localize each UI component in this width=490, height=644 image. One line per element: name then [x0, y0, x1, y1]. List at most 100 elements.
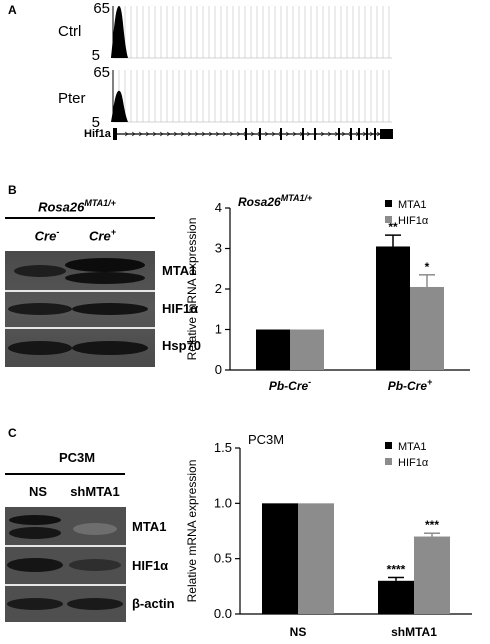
legend-label: HIF1α — [398, 457, 429, 469]
blot-b-lane-1: Cre- — [34, 227, 60, 244]
significance-stars: ** — [388, 220, 398, 234]
bar-mta1-0 — [256, 329, 290, 370]
strand-arrow — [215, 131, 220, 137]
y-tick-label: 4 — [215, 200, 222, 215]
strand-arrow — [208, 131, 213, 137]
gene-exon — [314, 128, 316, 140]
y-tick-label: 0.5 — [214, 551, 232, 566]
gene-exon — [259, 128, 261, 140]
strand-arrow — [201, 131, 206, 137]
track-ctrl-label: Ctrl — [58, 23, 82, 40]
panel-c-letter: C — [8, 426, 17, 440]
strand-arrow — [194, 131, 199, 137]
y-tick-label: 2 — [215, 281, 222, 296]
bar-hif1-0 — [290, 329, 324, 370]
blot-c-title: PC3M — [58, 450, 96, 465]
gene-model — [113, 128, 393, 140]
bar-mta1-1 — [376, 246, 410, 370]
strand-arrow — [369, 131, 374, 137]
strand-arrow — [236, 131, 241, 137]
legend-swatch — [385, 200, 392, 207]
track-ctrl-ymin: 5 — [91, 47, 100, 64]
panel-b-letter: B — [8, 183, 17, 197]
band — [7, 558, 63, 572]
band — [8, 341, 72, 355]
strand-arrow — [159, 131, 164, 137]
significance-stars: **** — [387, 562, 406, 576]
significance-stars: * — [425, 260, 430, 274]
band — [69, 559, 121, 571]
y-axis-label: Relative mRNA expression — [185, 460, 199, 603]
blot-c-image — [5, 507, 126, 622]
strand-arrow — [264, 131, 269, 137]
x-category-label: Pb-Cre- — [269, 377, 311, 393]
band — [65, 258, 145, 272]
strand-arrow — [327, 131, 332, 137]
blot-b-title-rule — [5, 217, 155, 219]
band — [73, 523, 117, 535]
y-tick-label: 1.0 — [214, 495, 232, 510]
bar-mta1-0 — [262, 503, 298, 614]
strand-arrow — [187, 131, 192, 137]
chart-title: Rosa26MTA1/+ — [238, 193, 313, 209]
panel-a-tracks — [111, 6, 393, 140]
band — [72, 341, 148, 355]
strand-arrow — [180, 131, 185, 137]
band — [67, 598, 123, 610]
signal-peak — [111, 90, 128, 122]
strand-arrow — [271, 131, 276, 137]
gene-exon — [350, 128, 352, 140]
track-pter-ymin: 5 — [91, 114, 100, 131]
gene-exon — [366, 128, 368, 140]
blot-b-lane-2: Cre+ — [89, 227, 116, 244]
legend-label: MTA1 — [398, 441, 427, 453]
track-pter-label: Pter — [58, 90, 86, 107]
track-ctrl — [111, 6, 392, 59]
legend-swatch — [385, 458, 392, 465]
strand-arrow — [306, 131, 311, 137]
x-category-label: NS — [290, 625, 307, 639]
blot-b-row-3: Hsp70 — [162, 338, 202, 353]
gene-exon — [245, 128, 247, 140]
gene-exon — [374, 128, 376, 140]
strand-arrow — [124, 131, 129, 137]
legend-label: MTA1 — [398, 199, 427, 211]
chart-c: 0.0 0.5 1.0 1.5 Relative mRNA expression NS **… — [185, 432, 472, 639]
band — [14, 265, 66, 277]
y-tick-label: 1 — [215, 322, 222, 337]
band — [72, 303, 148, 315]
legend-swatch — [385, 216, 392, 223]
track-pter — [111, 70, 392, 123]
blot-c-row-3: β-actin — [132, 596, 175, 611]
blot-b-row-1: MTA1 — [162, 263, 197, 278]
y-tick-label: 0.0 — [214, 606, 232, 621]
blot-b-row-2: HIF1α — [162, 301, 199, 316]
blot-b-title: Rosa26MTA1/+ — [38, 198, 116, 215]
blot-b-image — [5, 251, 155, 367]
blot-c-lane-1: NS — [28, 484, 48, 499]
y-tick-label: 3 — [215, 241, 222, 256]
y-axis-label: Relative mRNA expression — [185, 218, 199, 361]
strand-arrow — [173, 131, 178, 137]
bar-hif1-1 — [410, 286, 444, 370]
blot-c-row-2: HIF1α — [132, 558, 169, 573]
strand-arrow — [222, 131, 227, 137]
strand-arrow — [145, 131, 150, 137]
chart-title: PC3M — [248, 432, 284, 447]
legend-swatch — [385, 442, 392, 449]
band — [65, 272, 145, 284]
panel-a-letter: A — [8, 3, 17, 17]
blot-c-row-1: MTA1 — [132, 519, 167, 534]
strand-arrow — [250, 131, 255, 137]
y-tick-label: 0 — [215, 362, 222, 377]
strand-arrow — [166, 131, 171, 137]
gene-exon — [302, 128, 304, 140]
band — [9, 527, 61, 539]
strand-arrow — [131, 131, 136, 137]
strand-arrow — [152, 131, 157, 137]
strand-arrow — [320, 131, 325, 137]
x-category-label: Pb-Cre+ — [388, 377, 433, 393]
blot-c-title-rule — [5, 473, 125, 475]
bar-hif1-0 — [298, 503, 334, 614]
